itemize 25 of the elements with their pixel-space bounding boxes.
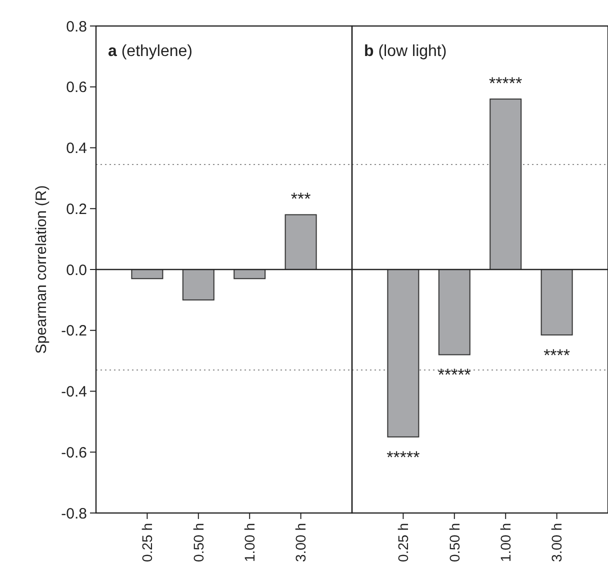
x-tick-label: 0.50 h [446, 523, 462, 562]
x-tick-label: 0.25 h [139, 523, 156, 562]
annotation: ***** [438, 366, 472, 385]
annotation: **** [544, 346, 570, 365]
text: b (low light) [364, 43, 447, 60]
y-axis-title: Spearman correlation (R) [33, 185, 50, 354]
x-tick-label: 0.25 h [395, 523, 412, 562]
y-tick-label: -0.8 [61, 505, 87, 522]
y-tick-label: 0.8 [66, 18, 87, 36]
y-tick-label: 0.6 [66, 79, 87, 96]
x-tick-label: 0.50 h [190, 523, 206, 562]
y-tick-label: -0.4 [61, 384, 87, 400]
y-tick-label: 0.2 [66, 200, 87, 218]
y-tick-label: 0.4 [66, 140, 87, 157]
x-tick-label: 1.00 h [242, 523, 258, 562]
x-tick-label: 3.00 h [292, 523, 309, 562]
x-tick-label: 3.00 h [548, 523, 565, 562]
y-tick-label: 0.0 [66, 262, 87, 279]
x-tick-label: 1.00 h [498, 523, 514, 562]
y-tick-label: -0.6 [61, 444, 87, 462]
annotation: ***** [489, 74, 523, 94]
y-tick-label: -0.2 [61, 322, 87, 340]
text: a (ethylene) [108, 43, 192, 60]
annotation: *** [290, 190, 312, 209]
annotation: ***** [386, 448, 420, 467]
